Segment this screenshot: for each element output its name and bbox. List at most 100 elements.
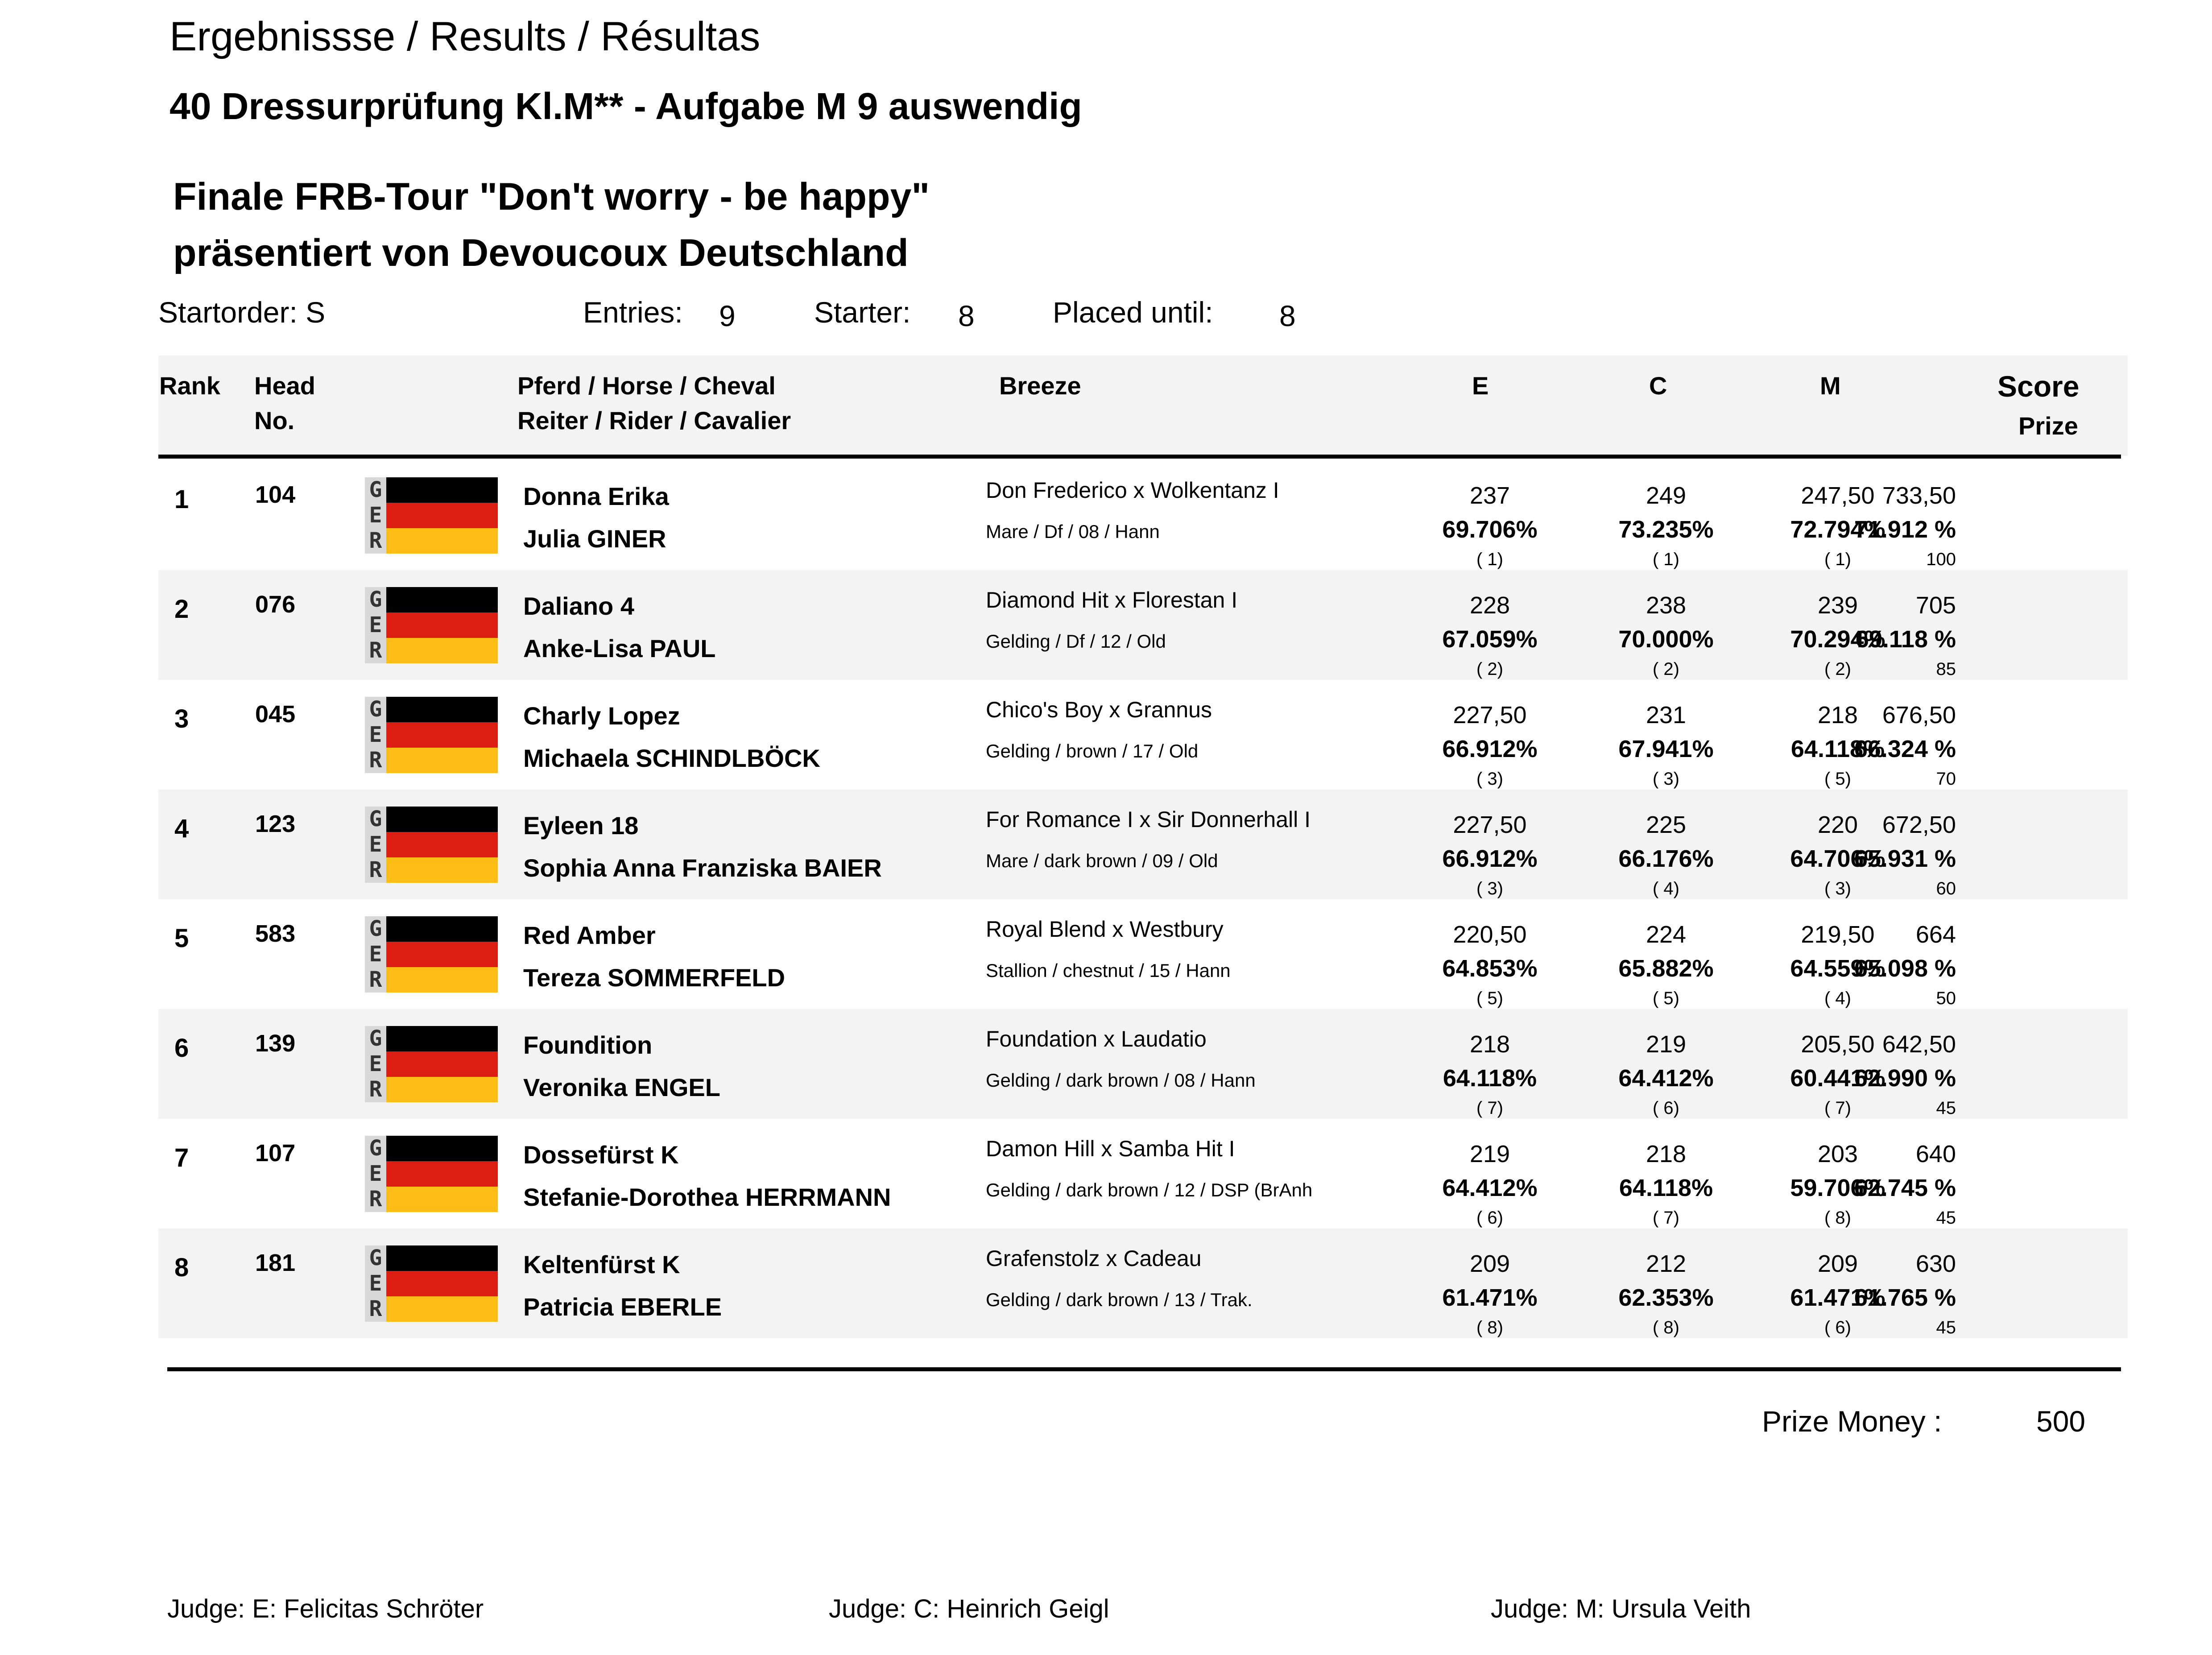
- placing: ( 8): [1476, 1318, 1503, 1337]
- score-percent: 71.912 %: [1854, 516, 1956, 543]
- subtitle-line-1: Finale FRB-Tour "Don't worry - be happy": [173, 175, 930, 218]
- points: 227,50: [1453, 811, 1527, 838]
- horse-name: Dossefürst K: [523, 1141, 679, 1169]
- judge-c-score: 238 70.000% ( 2): [1595, 570, 1737, 680]
- judge-e-score: 228 67.059% ( 2): [1418, 570, 1561, 680]
- percentage: 64.118%: [1619, 1175, 1713, 1201]
- page-title: Ergebnissse / Results / Résultas: [170, 14, 761, 59]
- horse-details: Gelding / Df / 12 / Old: [986, 631, 1166, 652]
- nation-letter: E: [365, 1161, 386, 1187]
- horse-details: Mare / Df / 08 / Hann: [986, 521, 1160, 542]
- head-number: 045: [255, 701, 296, 728]
- judge-c-score: 224 65.882% ( 5): [1595, 899, 1737, 1009]
- placing: ( 7): [1824, 1098, 1851, 1118]
- percentage: 61.471%: [1442, 1284, 1538, 1311]
- total-score: 705 69.118 % 85: [1778, 570, 1956, 680]
- total-score: 642,50 62.990 % 45: [1778, 1009, 1956, 1119]
- nation-letter: G: [365, 587, 386, 612]
- table-row: 1 104 G E R Donna Erika Julia GINER Don Frederi…: [158, 460, 2128, 570]
- total-score: 630 61.765 % 45: [1778, 1229, 1956, 1338]
- percentage: 70.294%: [1790, 626, 1885, 653]
- nation-letter: E: [365, 612, 386, 638]
- judge-e-score: 227,50 66.912% ( 3): [1418, 790, 1561, 899]
- points: 238: [1646, 592, 1687, 619]
- table-row: 6 139 G E R Foundition Veronika ENGEL Foundatio…: [158, 1009, 2128, 1119]
- judge-m-score: 209 61.471% ( 6): [1766, 1229, 1909, 1338]
- horse-details: Gelding / dark brown / 13 / Trak.: [986, 1289, 1253, 1310]
- judge-m-score: 247,50 72.794% ( 1): [1766, 460, 1909, 570]
- score-percent: 65.931 %: [1854, 845, 1956, 872]
- total-score: 664 65.098 % 50: [1778, 899, 1956, 1009]
- horse-name: Keltenfürst K: [523, 1250, 680, 1278]
- percentage: 72.794%: [1790, 516, 1885, 543]
- judge-m-score: 218 64.118% ( 5): [1766, 680, 1909, 790]
- total-points: 664: [1915, 921, 1956, 948]
- judge-m-score: 239 70.294% ( 2): [1766, 570, 1909, 680]
- placing: ( 4): [1653, 879, 1679, 898]
- placing: ( 6): [1476, 1208, 1503, 1228]
- nation-letter: E: [365, 1271, 386, 1296]
- head-number: 181: [255, 1250, 296, 1276]
- placing: ( 3): [1476, 879, 1503, 898]
- percentage: 66.912%: [1442, 845, 1538, 872]
- rider-name: Michaela SCHINDLBÖCK: [523, 744, 820, 772]
- breeding: Damon Hill x Samba Hit I: [986, 1136, 1235, 1161]
- col-head-no: No.: [254, 406, 295, 434]
- table-row: 4 123 G E R Eyleen 18 Sophia Anna Franziska BA…: [158, 790, 2128, 899]
- rank: 5: [174, 924, 189, 953]
- head-number: 123: [255, 811, 296, 837]
- rank: 6: [174, 1034, 189, 1063]
- points: 212: [1646, 1250, 1687, 1277]
- judge-e-score: 209 61.471% ( 8): [1418, 1229, 1561, 1338]
- score-percent: 69.118 %: [1855, 626, 1956, 653]
- nation-letter: G: [365, 1136, 386, 1161]
- placing: ( 5): [1476, 989, 1503, 1008]
- footer-divider: [167, 1367, 2121, 1371]
- percentage: 64.706%: [1790, 845, 1885, 872]
- startorder: Startorder: S: [158, 296, 326, 329]
- prize: 45: [1936, 1318, 1956, 1337]
- entries-label: Entries:: [583, 296, 683, 329]
- placing: ( 6): [1824, 1318, 1851, 1337]
- rank: 4: [174, 814, 189, 843]
- horse-name: Donna Erika: [523, 482, 669, 510]
- rank: 7: [174, 1143, 189, 1172]
- percentage: 69.706%: [1442, 516, 1538, 543]
- rank: 3: [174, 704, 189, 733]
- rider-name: Sophia Anna Franziska BAIER: [523, 854, 882, 882]
- col-rank: Rank: [159, 372, 220, 400]
- total-points: 676,50: [1882, 702, 1956, 728]
- placing: ( 1): [1824, 550, 1851, 569]
- points: 218: [1817, 702, 1858, 728]
- nation-letter: E: [365, 1051, 386, 1077]
- prize-money-label: Prize Money :: [1762, 1405, 1942, 1438]
- prize: 45: [1936, 1098, 1956, 1118]
- competition-title: 40 Dressurprüfung Kl.M** - Aufgabe M 9 a…: [170, 85, 1082, 127]
- horse-name: Eyleen 18: [523, 811, 639, 840]
- placed-value: 8: [1279, 299, 1296, 332]
- points: 225: [1646, 811, 1687, 838]
- percentage: 61.471%: [1790, 1284, 1885, 1311]
- competition-subtitle: Finale FRB-Tour "Don't worry - be happy"…: [173, 169, 930, 281]
- nation-letter: E: [365, 832, 386, 857]
- col-head: Head: [254, 372, 315, 400]
- score-percent: 65.098 %: [1854, 955, 1956, 982]
- prize: 70: [1936, 769, 1956, 789]
- placing: ( 3): [1824, 879, 1851, 898]
- col-prize: Prize: [2018, 412, 2078, 440]
- placing: ( 8): [1824, 1208, 1851, 1228]
- total-points: 705: [1915, 592, 1956, 619]
- score-percent: 62.990 %: [1854, 1065, 1956, 1092]
- points: 220: [1817, 811, 1858, 838]
- judge-e-score: 237 69.706% ( 1): [1418, 460, 1561, 570]
- points: 209: [1817, 1250, 1858, 1277]
- nation-letter: E: [365, 942, 386, 967]
- rider-name: Stefanie-Dorothea HERRMANN: [523, 1183, 891, 1211]
- horse-details: Mare / dark brown / 09 / Old: [986, 850, 1218, 871]
- score-percent: 61.765 %: [1854, 1284, 1956, 1311]
